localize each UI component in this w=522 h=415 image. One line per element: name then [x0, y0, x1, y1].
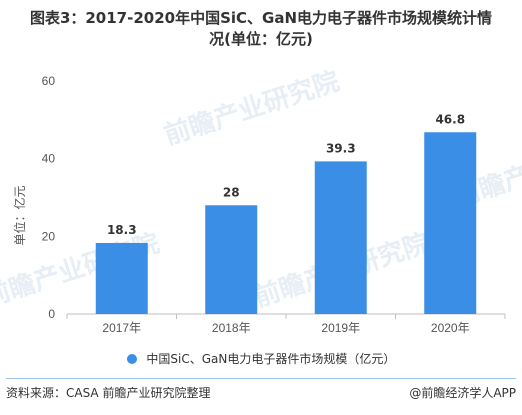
chart-title: 图表3：2017-2020年中国SiC、GaN电力电子器件市场规模统计情 况(单…	[0, 8, 522, 50]
y-tick-label: 20	[42, 229, 56, 243]
chart-title-line-2: 况(单位：亿元)	[209, 30, 313, 48]
source-text: 资料来源：CASA 前瞻产业研究院整理	[6, 386, 211, 400]
x-tick-label: 2018年	[212, 321, 251, 335]
x-tick-label: 2019年	[321, 321, 360, 335]
x-tick-label: 2020年	[431, 321, 470, 335]
data-label: 46.8	[435, 112, 465, 126]
bar	[314, 161, 367, 314]
bars	[95, 132, 477, 314]
y-tick-label: 0	[48, 307, 55, 321]
bar	[205, 205, 258, 314]
legend-label: 中国SiC、GaN电力电子器件市场规模（亿元）	[146, 352, 396, 366]
bar	[424, 132, 477, 314]
x-tick-label: 2017年	[102, 321, 141, 335]
footer: 资料来源：CASA 前瞻产业研究院整理 @前瞻经济学人APP	[6, 384, 516, 401]
y-tick-label: 40	[42, 152, 56, 166]
y-tick-label: 60	[42, 74, 56, 88]
legend-marker	[126, 354, 137, 364]
chart-title-line-1: 图表3：2017-2020年中国SiC、GaN电力电子器件市场规模统计情	[29, 9, 493, 27]
footer-divider	[6, 378, 516, 379]
data-labels: 18.3 28 39.3 46.8	[107, 112, 465, 237]
data-label: 18.3	[107, 223, 137, 237]
data-label: 28	[223, 185, 240, 199]
axes: 0 20 40 60 单位：亿元 2017年 2018年 2019年 2020年	[12, 74, 506, 335]
legend: 中国SiC、GaN电力电子器件市场规模（亿元）	[0, 350, 522, 367]
brand-text: @前瞻经济学人APP	[409, 386, 516, 400]
data-label: 39.3	[326, 141, 356, 155]
bar	[95, 242, 148, 314]
y-axis-label: 单位：亿元	[12, 185, 27, 245]
